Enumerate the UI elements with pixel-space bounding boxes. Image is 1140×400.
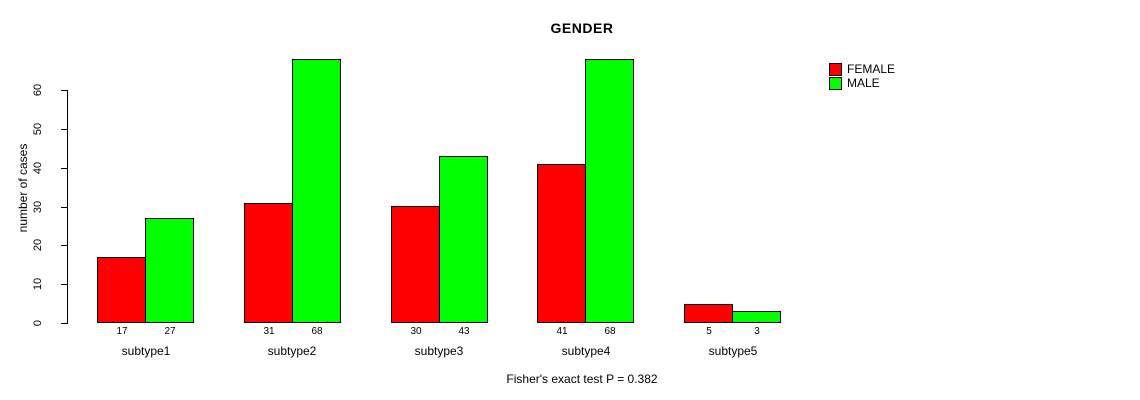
legend-row-female: FEMALE xyxy=(829,62,895,76)
bar-male-subtype2 xyxy=(292,59,341,323)
y-tick-label: 50 xyxy=(32,122,44,136)
bar-value-female-subtype4: 41 xyxy=(556,326,568,337)
y-tick-mark xyxy=(61,129,68,130)
y-tick-label: 10 xyxy=(32,277,44,291)
bar-value-female-subtype1: 17 xyxy=(116,326,128,337)
legend: FEMALE MALE xyxy=(829,62,895,90)
y-tick-label: 60 xyxy=(32,83,44,97)
bar-male-subtype4 xyxy=(585,59,634,323)
bar-value-female-subtype5: 5 xyxy=(706,326,712,337)
bar-value-female-subtype3: 30 xyxy=(410,326,422,337)
bar-female-subtype1 xyxy=(97,257,146,323)
legend-label-male: MALE xyxy=(847,75,880,90)
bar-value-male-subtype3: 43 xyxy=(458,326,470,337)
x-label-subtype2: subtype2 xyxy=(267,344,317,358)
y-tick-label: 0 xyxy=(32,319,44,327)
y-tick-mark xyxy=(61,207,68,208)
chart-title: GENDER xyxy=(550,20,614,36)
bar-female-subtype4 xyxy=(537,164,586,323)
y-tick-label: 40 xyxy=(32,161,44,175)
y-tick-mark xyxy=(61,323,68,324)
legend-row-male: MALE xyxy=(829,76,895,90)
x-label-subtype5: subtype5 xyxy=(708,344,758,358)
x-label-subtype3: subtype3 xyxy=(414,344,464,358)
legend-swatch-male xyxy=(829,76,842,90)
bar-female-subtype3 xyxy=(391,206,440,323)
y-tick-label: 30 xyxy=(32,200,44,214)
x-label-subtype4: subtype4 xyxy=(561,344,611,358)
bar-female-subtype5 xyxy=(684,304,733,323)
legend-label-female: FEMALE xyxy=(847,61,896,76)
bar-male-subtype1 xyxy=(145,218,194,323)
bar-female-subtype2 xyxy=(244,203,293,323)
legend-swatch-female xyxy=(829,62,842,76)
y-tick-label: 20 xyxy=(32,238,44,252)
bar-value-male-subtype5: 3 xyxy=(754,326,760,337)
bar-value-male-subtype2: 68 xyxy=(311,326,323,337)
y-tick-mark xyxy=(61,168,68,169)
bar-value-female-subtype2: 31 xyxy=(263,326,275,337)
bar-value-male-subtype1: 27 xyxy=(164,326,176,337)
bar-male-subtype3 xyxy=(439,156,488,323)
bar-value-male-subtype4: 68 xyxy=(604,326,616,337)
x-label-subtype1: subtype1 xyxy=(121,344,171,358)
footer-annotation: Fisher's exact test P = 0.382 xyxy=(506,372,658,386)
y-axis-title: number of cases xyxy=(16,143,30,233)
bar-male-subtype5 xyxy=(732,311,781,323)
y-tick-mark xyxy=(61,90,68,91)
y-tick-mark xyxy=(61,284,68,285)
y-tick-mark xyxy=(61,245,68,246)
